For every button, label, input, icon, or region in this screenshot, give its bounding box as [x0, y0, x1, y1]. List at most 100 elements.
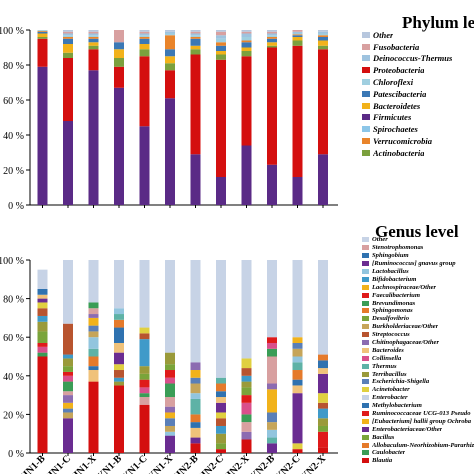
legend-label: Other — [372, 236, 388, 244]
phylum-bar-segment — [318, 154, 328, 205]
genus-bar-segment — [292, 370, 303, 380]
phylum-bar-segment — [190, 31, 201, 34]
legend-swatch — [362, 67, 370, 74]
phylum-bar-segment — [292, 30, 303, 32]
phylum-bar-segment — [267, 164, 277, 205]
phylum-bar-segment — [139, 44, 150, 50]
genus-bar-segment — [63, 381, 73, 392]
phylum-bar-segment — [63, 121, 73, 205]
genus-bar-segment — [216, 433, 226, 444]
category-label: YN2-X — [299, 453, 329, 474]
legend-label: Chitinophagaceae/Other — [372, 339, 440, 347]
legend-label: Actinobacteria — [373, 147, 425, 158]
legend-swatch — [362, 347, 369, 353]
phylum-bar-segment — [190, 154, 201, 205]
phylum-bar-segment — [63, 44, 73, 53]
legend-swatch — [362, 442, 369, 448]
phylum-bar-segment — [165, 49, 175, 57]
phylum-bar-segment — [267, 47, 277, 165]
genus-bar-segment — [292, 337, 303, 343]
legend-label: Thermus — [372, 362, 397, 370]
legend-swatch — [362, 355, 369, 361]
phylum-bar-segment — [88, 45, 99, 50]
phylum-bar-segment — [139, 37, 150, 39]
legend-item: [Eubacterium] hallii group Ochroba — [362, 417, 474, 425]
genus-bar-segment — [139, 379, 150, 388]
legend-item: Stenotrophomonas — [362, 244, 474, 252]
legend-item: Bacteroides — [362, 346, 474, 354]
category-label: HN2-B — [172, 453, 201, 474]
legend-swatch — [362, 387, 369, 393]
phylum-bar-segment — [292, 177, 303, 205]
legend-item: Allobaculum-Neorhizobium-Pararhizobium-R… — [362, 441, 474, 449]
phylum-bar-segment — [216, 45, 226, 51]
phylum-bar-segment — [190, 35, 201, 37]
phylum-bar-segment — [318, 49, 328, 155]
phylum-bar-segment — [292, 33, 303, 35]
category-label: YN1-B — [96, 453, 125, 474]
phylum-legend-title: Phylum level — [402, 13, 474, 32]
phylum-y-tick-label: 100 % — [0, 26, 24, 37]
genus-bar-segment — [292, 348, 303, 357]
legend-item: Patescibacteria — [362, 88, 474, 100]
genus-bar-segment — [165, 352, 175, 365]
phylum-bar-segment — [318, 31, 328, 34]
phylum-y-tick-label: 0 % — [8, 201, 24, 212]
genus-bar-segment — [292, 393, 303, 444]
genus-bar-segment — [216, 397, 226, 403]
genus-bar-segment — [267, 389, 277, 413]
phylum-bar-segment — [318, 35, 328, 37]
phylum-y-tick-label: 80 % — [3, 61, 24, 72]
legend-swatch — [362, 292, 369, 298]
genus-bar-segment — [216, 449, 226, 453]
genus-bar-segment — [139, 327, 150, 334]
genus-bar-segment — [63, 391, 73, 396]
genus-bar-segment — [216, 260, 226, 378]
legend-item: Actinobacteria — [362, 147, 474, 159]
genus-bar-segment — [139, 333, 150, 340]
genus-bar-segment — [267, 443, 277, 453]
phylum-bar-segment — [139, 126, 150, 205]
genus-bar-segment — [165, 260, 175, 353]
legend-item: [Ruminococcus] gnavus group — [362, 260, 474, 268]
legend-label: Spirochaetes — [373, 124, 418, 135]
genus-bar-segment — [190, 260, 201, 363]
phylum-y-tick-label: 40 % — [3, 131, 24, 142]
genus-bar-segment — [241, 368, 252, 376]
genus-bar-segment — [165, 418, 175, 426]
legend-swatch — [362, 237, 369, 243]
genus-bar-segment — [190, 422, 201, 428]
phylum-bar-segment — [216, 51, 226, 55]
legend-label: Methylobacterium — [372, 402, 422, 410]
phylum-bar-segment — [190, 49, 201, 55]
genus-bar-segment — [114, 308, 124, 315]
phylum-bar-segment — [139, 33, 150, 36]
genus-bar-segment — [165, 431, 175, 436]
legend-label: Escherichia-Shigella — [372, 378, 430, 386]
phylum-bar-segment — [165, 30, 175, 32]
phylum-bar-segment — [37, 37, 48, 39]
legend-item: Bacteroidetes — [362, 100, 474, 112]
phylum-bar-segment — [114, 49, 124, 58]
genus-bar-segment — [267, 342, 277, 349]
legend-swatch — [362, 253, 369, 259]
legend-swatch — [362, 332, 369, 338]
genus-bar-segment — [165, 412, 175, 419]
category-label: HN2-C — [197, 453, 226, 474]
genus-bar-segment — [88, 366, 99, 371]
genus-bar-segment — [318, 402, 328, 409]
legend-item: Collinsella — [362, 354, 474, 362]
genus-bar-segment — [165, 377, 175, 384]
phylum-bar-segment — [88, 49, 99, 71]
phylum-bar-segment — [88, 70, 99, 205]
phylum-bar-segment — [216, 42, 226, 46]
legend-label: Bacteroides — [372, 346, 404, 354]
genus-bar-segment — [63, 354, 73, 359]
genus-bar-segment — [190, 383, 201, 394]
legend-label: [Ruminococcus] gnavus group — [372, 260, 456, 268]
genus-bar-segment — [267, 422, 277, 430]
phylum-bar-segment — [292, 45, 303, 177]
legend-item: Chloroflexi — [362, 76, 474, 88]
phylum-bar-segment — [88, 30, 99, 32]
genus-bar-segment — [88, 356, 99, 367]
